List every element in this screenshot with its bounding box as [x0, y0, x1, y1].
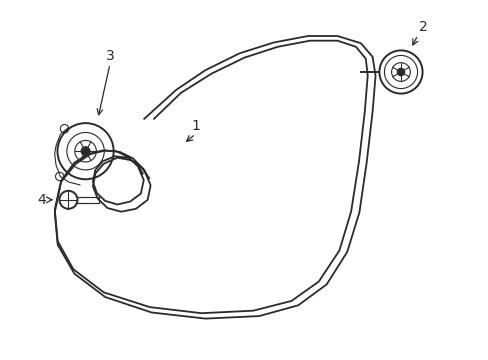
Text: 1: 1 — [191, 119, 200, 133]
Circle shape — [81, 147, 90, 156]
Text: 4: 4 — [37, 193, 46, 207]
Text: 2: 2 — [418, 20, 427, 34]
Text: 3: 3 — [105, 49, 114, 63]
Circle shape — [397, 68, 404, 76]
